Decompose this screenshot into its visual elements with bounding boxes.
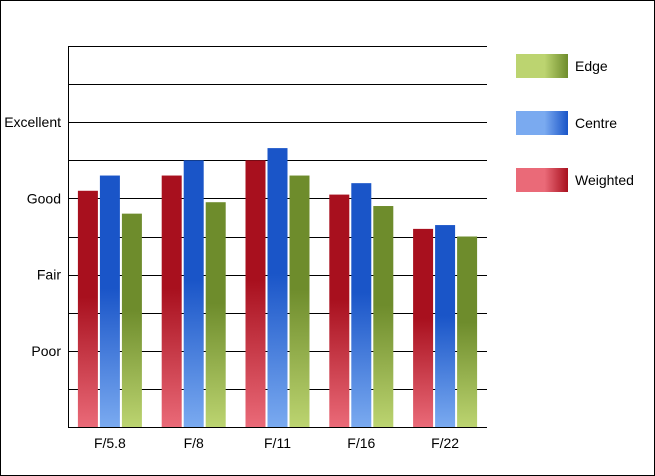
legend-label: Weighted: [575, 172, 634, 188]
bar-centre-f11: [267, 148, 288, 427]
legend-swatch: [516, 54, 568, 78]
y-tick-label: Good: [27, 190, 61, 206]
y-tick-label: Poor: [31, 343, 61, 359]
bar-edge-f8: [205, 202, 226, 427]
bar-edge-f16: [373, 206, 394, 427]
x-tick-label: F/8: [184, 435, 204, 451]
legend-item-weighted: Weighted: [516, 168, 634, 192]
legend-label: Centre: [575, 115, 617, 131]
x-tick-label: F/11: [264, 435, 291, 451]
bar-centre-f16: [351, 183, 372, 427]
legend-swatch: [516, 168, 568, 192]
bar-centre-f58: [99, 175, 120, 427]
legend: Edge Centre Weighted: [516, 54, 634, 192]
x-tick-label: F/5.8: [94, 435, 126, 451]
x-tick-label: F/22: [431, 435, 459, 451]
bar-centre-f22: [435, 225, 456, 427]
legend-swatch: [516, 111, 568, 135]
x-tick-label: F/16: [347, 435, 375, 451]
bar-weighted-f8: [161, 175, 182, 427]
bar-centre-f8: [183, 160, 204, 428]
bar-weighted-f22: [413, 228, 434, 427]
bar-edge-f11: [289, 175, 310, 427]
bar-edge-f22: [457, 236, 478, 427]
bar-group: [77, 148, 478, 428]
legend-item-edge: Edge: [516, 54, 608, 78]
y-tick-label: Fair: [37, 267, 61, 283]
x-tick-labels: F/5.8 F/8 F/11 F/16 F/22: [94, 435, 459, 451]
axes: [68, 46, 487, 428]
y-tick-label: Excellent: [4, 114, 61, 130]
bar-weighted-f58: [77, 190, 98, 427]
legend-label: Edge: [575, 58, 608, 74]
legend-item-centre: Centre: [516, 111, 617, 135]
y-tick-labels: Poor Fair Good Excellent: [4, 114, 61, 359]
bar-weighted-f16: [329, 194, 350, 427]
bar-edge-f58: [121, 213, 142, 427]
bar-weighted-f11: [245, 160, 266, 428]
